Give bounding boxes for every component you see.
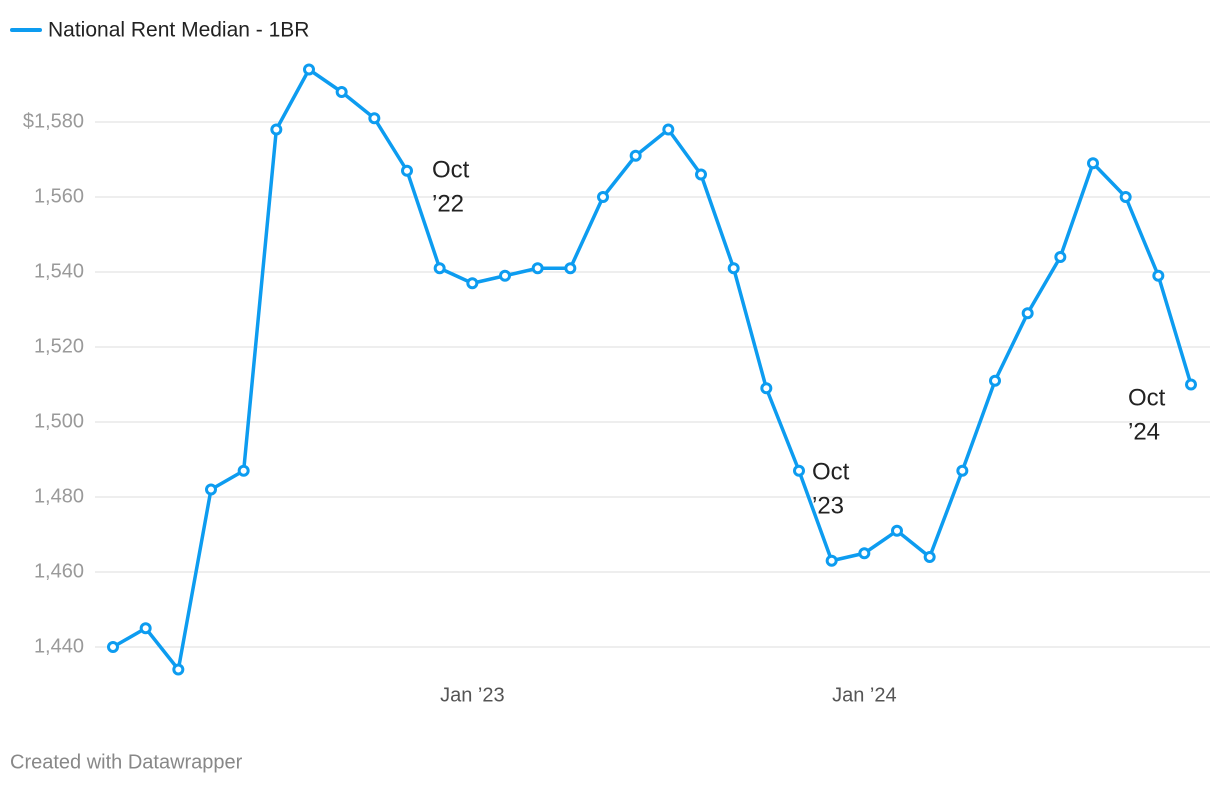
data-point [1119, 191, 1132, 203]
data-point [1152, 269, 1165, 282]
y-tick-label: 1,540 [34, 260, 84, 282]
data-point [1185, 378, 1197, 391]
data-point [989, 374, 1001, 387]
data-point [270, 123, 283, 136]
data-point [564, 262, 577, 275]
y-tick-label: 1,460 [34, 560, 84, 582]
annotation: ’23 [812, 492, 844, 519]
data-point [335, 86, 348, 98]
data-point [1054, 251, 1067, 263]
data-point [695, 168, 707, 181]
data-point [760, 382, 773, 395]
data-point [629, 149, 642, 162]
data-point [531, 262, 544, 275]
annotation: ’24 [1128, 418, 1160, 445]
data-point [466, 277, 479, 290]
data-point [825, 554, 838, 567]
data-point [139, 622, 152, 635]
data-point [858, 547, 871, 560]
y-tick-label: 1,560 [34, 185, 84, 207]
data-point [1087, 157, 1099, 170]
y-tick-label: 1,500 [34, 410, 84, 432]
x-tick-label: Jan ’24 [832, 684, 897, 706]
annotation: Oct [1128, 384, 1166, 411]
y-tick-label: $1,580 [23, 110, 84, 132]
y-tick-label: 1,440 [34, 635, 84, 657]
data-point [401, 164, 413, 177]
data-point [662, 123, 675, 136]
annotation: ’22 [432, 190, 464, 217]
data-point [499, 269, 511, 282]
data-point [891, 524, 903, 537]
data-point [303, 63, 315, 76]
data-point [727, 262, 740, 275]
y-tick-label: 1,480 [34, 485, 84, 507]
data-point [368, 112, 381, 125]
data-point [793, 464, 805, 477]
source-note: Created with Datawrapper [10, 751, 243, 773]
data-point [433, 262, 446, 275]
annotation: Oct [812, 458, 850, 485]
data-point [956, 464, 969, 477]
annotation: Oct [432, 156, 470, 183]
data-point [597, 191, 609, 203]
legend-label: National Rent Median - 1BR [48, 19, 309, 42]
data-point [205, 483, 217, 496]
series-line [112, 67, 1193, 672]
y-tick-label: 1,520 [34, 335, 84, 357]
data-point [1021, 307, 1034, 320]
data-point [237, 464, 250, 477]
x-tick-label: Jan ’23 [440, 684, 505, 706]
data-point [923, 551, 936, 563]
data-point [172, 663, 185, 676]
data-point [107, 641, 119, 653]
